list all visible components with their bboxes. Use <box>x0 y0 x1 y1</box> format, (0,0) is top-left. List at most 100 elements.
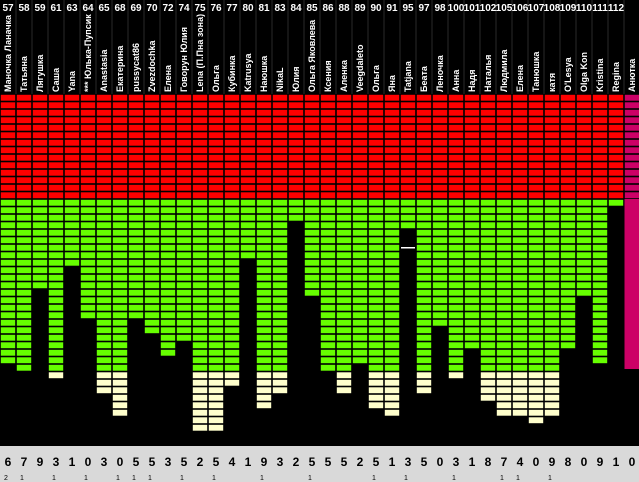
green-cell <box>320 221 336 229</box>
green-cell <box>16 221 32 229</box>
green-cell <box>560 266 576 274</box>
red-cell <box>384 184 400 192</box>
green-cell <box>560 319 576 327</box>
red-cell <box>416 124 432 132</box>
green-cell <box>224 356 240 364</box>
green-cell <box>480 341 496 349</box>
green-cell <box>352 229 368 237</box>
red-cell <box>352 176 368 184</box>
green-cell <box>528 311 544 319</box>
yellow-cell <box>256 386 272 394</box>
green-cell <box>384 199 400 207</box>
red-cell <box>352 161 368 169</box>
bottom-digit: 2 <box>197 455 204 469</box>
green-cell <box>160 251 176 259</box>
red-cell <box>80 109 96 117</box>
column-name: Анна <box>451 69 461 92</box>
red-cell <box>0 191 16 199</box>
red-cell <box>160 146 176 154</box>
green-cell <box>272 244 288 252</box>
column-number: 100 <box>448 3 465 14</box>
green-cell <box>416 334 432 342</box>
column-number: 65 <box>98 3 110 14</box>
green-cell <box>224 326 240 334</box>
green-cell <box>272 289 288 297</box>
green-cell <box>592 289 608 297</box>
green-cell <box>48 364 64 372</box>
green-cell <box>336 236 352 244</box>
red-cell <box>192 161 208 169</box>
red-cell <box>624 94 639 102</box>
bottom-mark: 1 <box>84 475 88 482</box>
red-cell <box>544 191 560 199</box>
red-cell <box>384 146 400 154</box>
bottom-mark: 1 <box>548 475 552 482</box>
bottom-digit: 9 <box>37 455 44 469</box>
yellow-cell <box>208 371 224 379</box>
red-cell <box>80 124 96 132</box>
green-cell <box>368 199 384 207</box>
green-cell <box>368 206 384 214</box>
green-cell <box>384 289 400 297</box>
green-cell <box>128 311 144 319</box>
red-cell <box>16 101 32 109</box>
green-cell <box>272 341 288 349</box>
bottom-digit: 0 <box>437 455 444 469</box>
red-cell <box>608 154 624 162</box>
green-cell <box>176 259 192 267</box>
green-cell <box>352 289 368 297</box>
red-cell <box>544 94 560 102</box>
green-cell <box>448 304 464 312</box>
green-cell <box>272 259 288 267</box>
green-cell <box>112 221 128 229</box>
green-cell <box>112 199 128 207</box>
bottom-mark: 1 <box>180 475 184 482</box>
green-cell <box>464 251 480 259</box>
red-cell <box>224 94 240 102</box>
red-cell <box>240 169 256 177</box>
green-cell <box>336 319 352 327</box>
red-cell <box>256 161 272 169</box>
green-cell <box>192 206 208 214</box>
green-cell <box>384 349 400 357</box>
green-cell <box>0 304 16 312</box>
green-cell <box>448 266 464 274</box>
column-number: 80 <box>242 3 254 14</box>
yellow-cell <box>256 371 272 379</box>
green-cell <box>80 281 96 289</box>
green-cell <box>192 274 208 282</box>
yellow-cell <box>192 416 208 424</box>
green-cell <box>496 304 512 312</box>
green-cell <box>208 356 224 364</box>
green-cell <box>496 266 512 274</box>
red-cell <box>560 116 576 124</box>
green-cell <box>336 364 352 372</box>
red-cell <box>624 124 639 132</box>
red-cell <box>528 146 544 154</box>
green-cell <box>320 259 336 267</box>
bottom-mark: 1 <box>452 475 456 482</box>
red-cell <box>416 154 432 162</box>
red-cell <box>192 139 208 147</box>
green-cell <box>480 304 496 312</box>
red-cell <box>0 139 16 147</box>
green-cell <box>512 296 528 304</box>
green-cell <box>208 319 224 327</box>
yellow-cell <box>112 401 128 409</box>
red-cell <box>272 94 288 102</box>
green-cell <box>480 334 496 342</box>
red-cell <box>464 146 480 154</box>
red-cell <box>16 184 32 192</box>
green-cell <box>592 274 608 282</box>
red-cell <box>496 116 512 124</box>
bottom-digit: 8 <box>485 455 492 469</box>
green-cell <box>432 214 448 222</box>
green-cell <box>480 319 496 327</box>
green-cell <box>16 341 32 349</box>
green-cell <box>288 214 304 222</box>
red-cell <box>80 101 96 109</box>
green-cell <box>384 326 400 334</box>
red-cell <box>16 109 32 117</box>
green-cell <box>144 311 160 319</box>
